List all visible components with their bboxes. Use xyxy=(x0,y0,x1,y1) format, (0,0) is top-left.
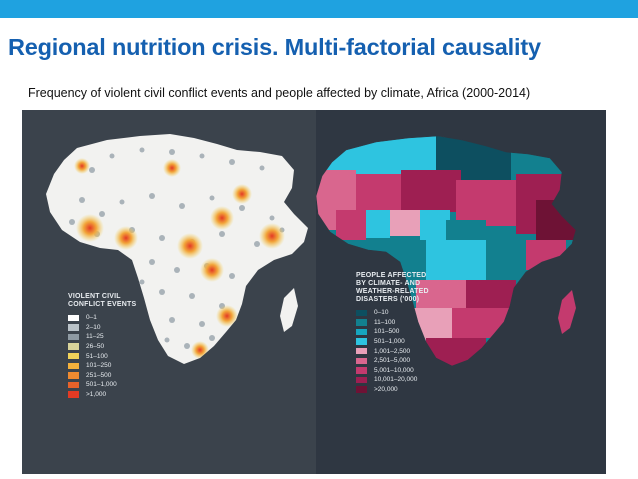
legend-swatch xyxy=(68,391,79,398)
conflict-legend-item: 251–500 xyxy=(68,371,136,381)
climate-legend-item: 1,001–2,500 xyxy=(356,346,429,356)
legend-swatch xyxy=(356,309,367,317)
slide-title: Regional nutrition crisis. Multi-factori… xyxy=(8,34,541,60)
madagascar-landmass xyxy=(280,288,298,332)
legend-swatch xyxy=(68,333,79,341)
climate-legend-item: 501–1,000 xyxy=(356,337,429,347)
climate-disasters-legend: PEOPLE AFFECTED BY CLIMATE- AND WEATHER-… xyxy=(356,272,429,394)
conflict-events-legend: VIOLENT CIVIL CONFLICT EVENTS 0–1 2–10 1… xyxy=(68,293,136,399)
legend-swatch xyxy=(68,362,79,370)
climate-legend-item: >20,000 xyxy=(356,385,429,395)
legend-swatch xyxy=(68,314,79,322)
legend-swatch xyxy=(68,343,79,350)
conflict-legend-item: 101–250 xyxy=(68,361,136,371)
conflict-events-map: VIOLENT CIVIL CONFLICT EVENTS 0–1 2–10 1… xyxy=(22,110,316,474)
conflict-legend-item: 11–25 xyxy=(68,332,136,342)
legend-swatch xyxy=(356,347,367,355)
climate-disasters-map: PEOPLE AFFECTED BY CLIMATE- AND WEATHER-… xyxy=(316,110,606,474)
climate-legend-item: 101–500 xyxy=(356,327,429,337)
legend-swatch xyxy=(356,338,367,345)
conflict-legend-item: 51–100 xyxy=(68,351,136,361)
map-subtitle: Frequency of violent civil conflict even… xyxy=(28,86,531,100)
climate-legend-item: 10,001–20,000 xyxy=(356,375,429,385)
madagascar-landmass xyxy=(558,290,576,334)
conflict-dots xyxy=(69,147,285,359)
climate-legend-item: 0–10 xyxy=(356,308,429,318)
climate-legend-item: 2,501–5,000 xyxy=(356,356,429,366)
conflict-legend-title: VIOLENT CIVIL CONFLICT EVENTS xyxy=(68,293,137,308)
conflict-legend-item: 2–10 xyxy=(68,323,136,333)
africa-conflict-map-graphic xyxy=(46,134,308,364)
conflict-legend-item: 501–1,000 xyxy=(68,380,136,390)
legend-swatch xyxy=(68,324,79,331)
legend-swatch xyxy=(356,319,367,326)
legend-swatch xyxy=(356,386,367,393)
conflict-legend-item: >1,000 xyxy=(68,390,136,400)
legend-swatch xyxy=(356,328,367,336)
top-accent-bar xyxy=(0,0,638,18)
climate-legend-item: 11–100 xyxy=(356,318,429,328)
legend-swatch xyxy=(356,357,367,365)
legend-swatch xyxy=(356,367,367,374)
climate-legend-item: 5,001–10,000 xyxy=(356,366,429,376)
conflict-legend-item: 0–1 xyxy=(68,313,136,323)
africa-climate-map-graphic xyxy=(316,135,577,367)
legend-swatch xyxy=(356,376,367,384)
legend-swatch xyxy=(68,352,79,360)
legend-swatch xyxy=(68,372,79,379)
conflict-legend-item: 26–50 xyxy=(68,342,136,352)
climate-legend-title: PEOPLE AFFECTED BY CLIMATE- AND WEATHER-… xyxy=(356,272,429,303)
legend-swatch xyxy=(68,381,79,389)
